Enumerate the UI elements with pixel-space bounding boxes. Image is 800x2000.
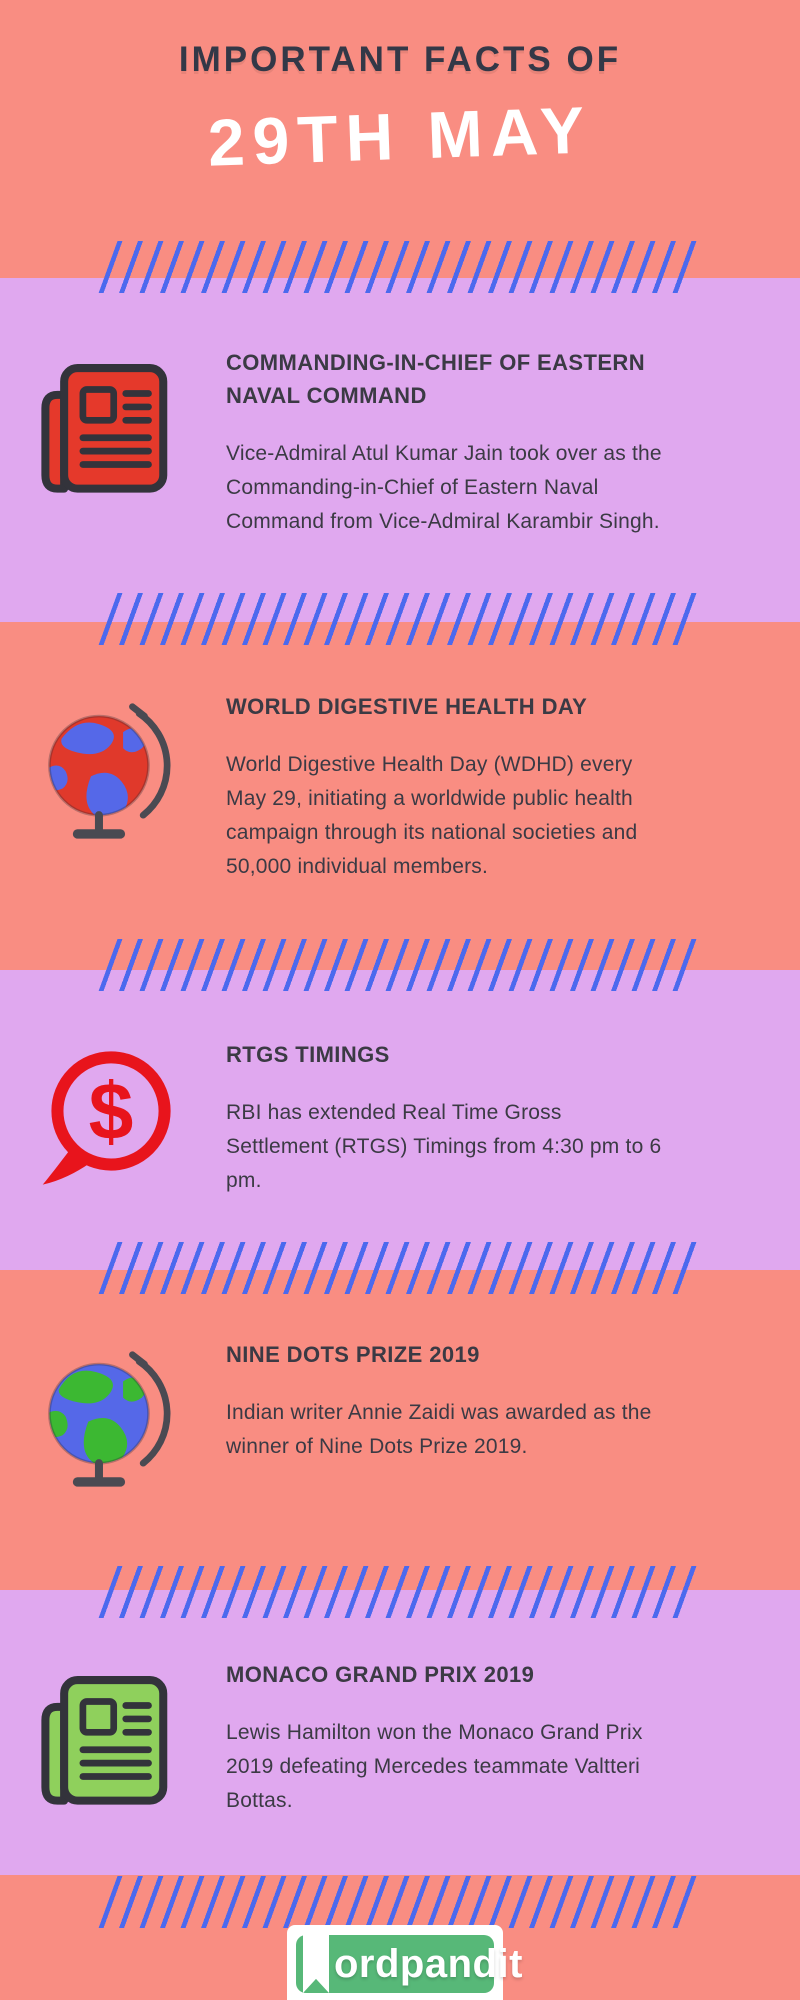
section-body: Indian writer Annie Zaidi was awarded as… xyxy=(226,1401,652,1458)
icon-wrap: $ xyxy=(36,1044,186,1199)
wordpandit-logo-text: ordpandit xyxy=(334,1941,523,1986)
section-content: COMMANDING-IN-CHIEF OF EASTERN NAVAL COM… xyxy=(0,278,800,539)
page-date-title: 29TH MAY xyxy=(206,92,594,180)
section-heading: MONACO GRAND PRIX 2019 xyxy=(226,1662,535,1687)
section-heading: RTGS TIMINGS xyxy=(226,1042,390,1067)
newspaper-icon xyxy=(41,364,168,493)
slash-divider xyxy=(98,1242,708,1294)
section-monaco-grand-prix: MONACO GRAND PRIX 2019 Lewis Hamilton wo… xyxy=(0,1590,800,1875)
icon-wrap xyxy=(36,1664,186,1819)
slash-divider xyxy=(98,593,708,645)
newspaper-icon xyxy=(41,1676,168,1805)
globe-icon xyxy=(48,703,171,839)
page-title: IMPORTANT FACTS OF xyxy=(178,40,622,79)
dollar-glyph: $ xyxy=(89,1067,134,1157)
section-content: WORLD DIGESTIVE HEALTH DAY World Digesti… xyxy=(0,622,800,884)
section-body: Lewis Hamilton won the Monaco Grand Prix… xyxy=(226,1721,643,1812)
section-content: NINE DOTS PRIZE 2019 Indian writer Annie… xyxy=(0,1270,800,1499)
section-eastern-naval-command: COMMANDING-IN-CHIEF OF EASTERN NAVAL COM… xyxy=(0,278,800,622)
slash-divider xyxy=(98,241,708,293)
text-wrap: RTGS TIMINGS RBI has extended Real Time … xyxy=(226,1038,666,1199)
text-wrap: COMMANDING-IN-CHIEF OF EASTERN NAVAL COM… xyxy=(226,346,666,539)
header-band: IMPORTANT FACTS OF 29TH MAY xyxy=(0,0,800,278)
text-wrap: NINE DOTS PRIZE 2019 Indian writer Annie… xyxy=(226,1338,666,1499)
section-nine-dots-prize: NINE DOTS PRIZE 2019 Indian writer Annie… xyxy=(0,1270,800,1590)
wordpandit-logo-badge: ordpandit xyxy=(296,1935,522,1993)
text-wrap: WORLD DIGESTIVE HEALTH DAY World Digesti… xyxy=(226,690,666,884)
section-content: $ RTGS TIMINGS RBI has extended Real Tim… xyxy=(0,970,800,1199)
section-world-digestive-health-day: WORLD DIGESTIVE HEALTH DAY World Digesti… xyxy=(0,622,800,970)
section-body: RBI has extended Real Time Gross Settlem… xyxy=(226,1101,662,1192)
wordpandit-logo[interactable]: ordpandit xyxy=(287,1925,522,2000)
slash-divider xyxy=(98,939,708,991)
text-wrap: MONACO GRAND PRIX 2019 Lewis Hamilton wo… xyxy=(226,1658,666,1819)
icon-wrap xyxy=(36,696,186,884)
dollar-speech-bubble-icon: $ xyxy=(42,1051,171,1185)
section-heading: NINE DOTS PRIZE 2019 xyxy=(226,1342,480,1367)
globe-icon xyxy=(48,1351,171,1487)
section-body: World Digestive Health Day (WDHD) every … xyxy=(226,753,638,878)
section-content: MONACO GRAND PRIX 2019 Lewis Hamilton wo… xyxy=(0,1590,800,1819)
icon-wrap xyxy=(36,352,186,539)
section-body: Vice-Admiral Atul Kumar Jain took over a… xyxy=(226,442,662,533)
section-heading: WORLD DIGESTIVE HEALTH DAY xyxy=(226,694,588,719)
slash-divider xyxy=(98,1876,708,1928)
icon-wrap xyxy=(36,1344,186,1499)
slash-divider xyxy=(98,1566,708,1618)
section-heading: COMMANDING-IN-CHIEF OF EASTERN NAVAL COM… xyxy=(226,350,645,408)
section-rtgs-timings: $ RTGS TIMINGS RBI has extended Real Tim… xyxy=(0,970,800,1270)
